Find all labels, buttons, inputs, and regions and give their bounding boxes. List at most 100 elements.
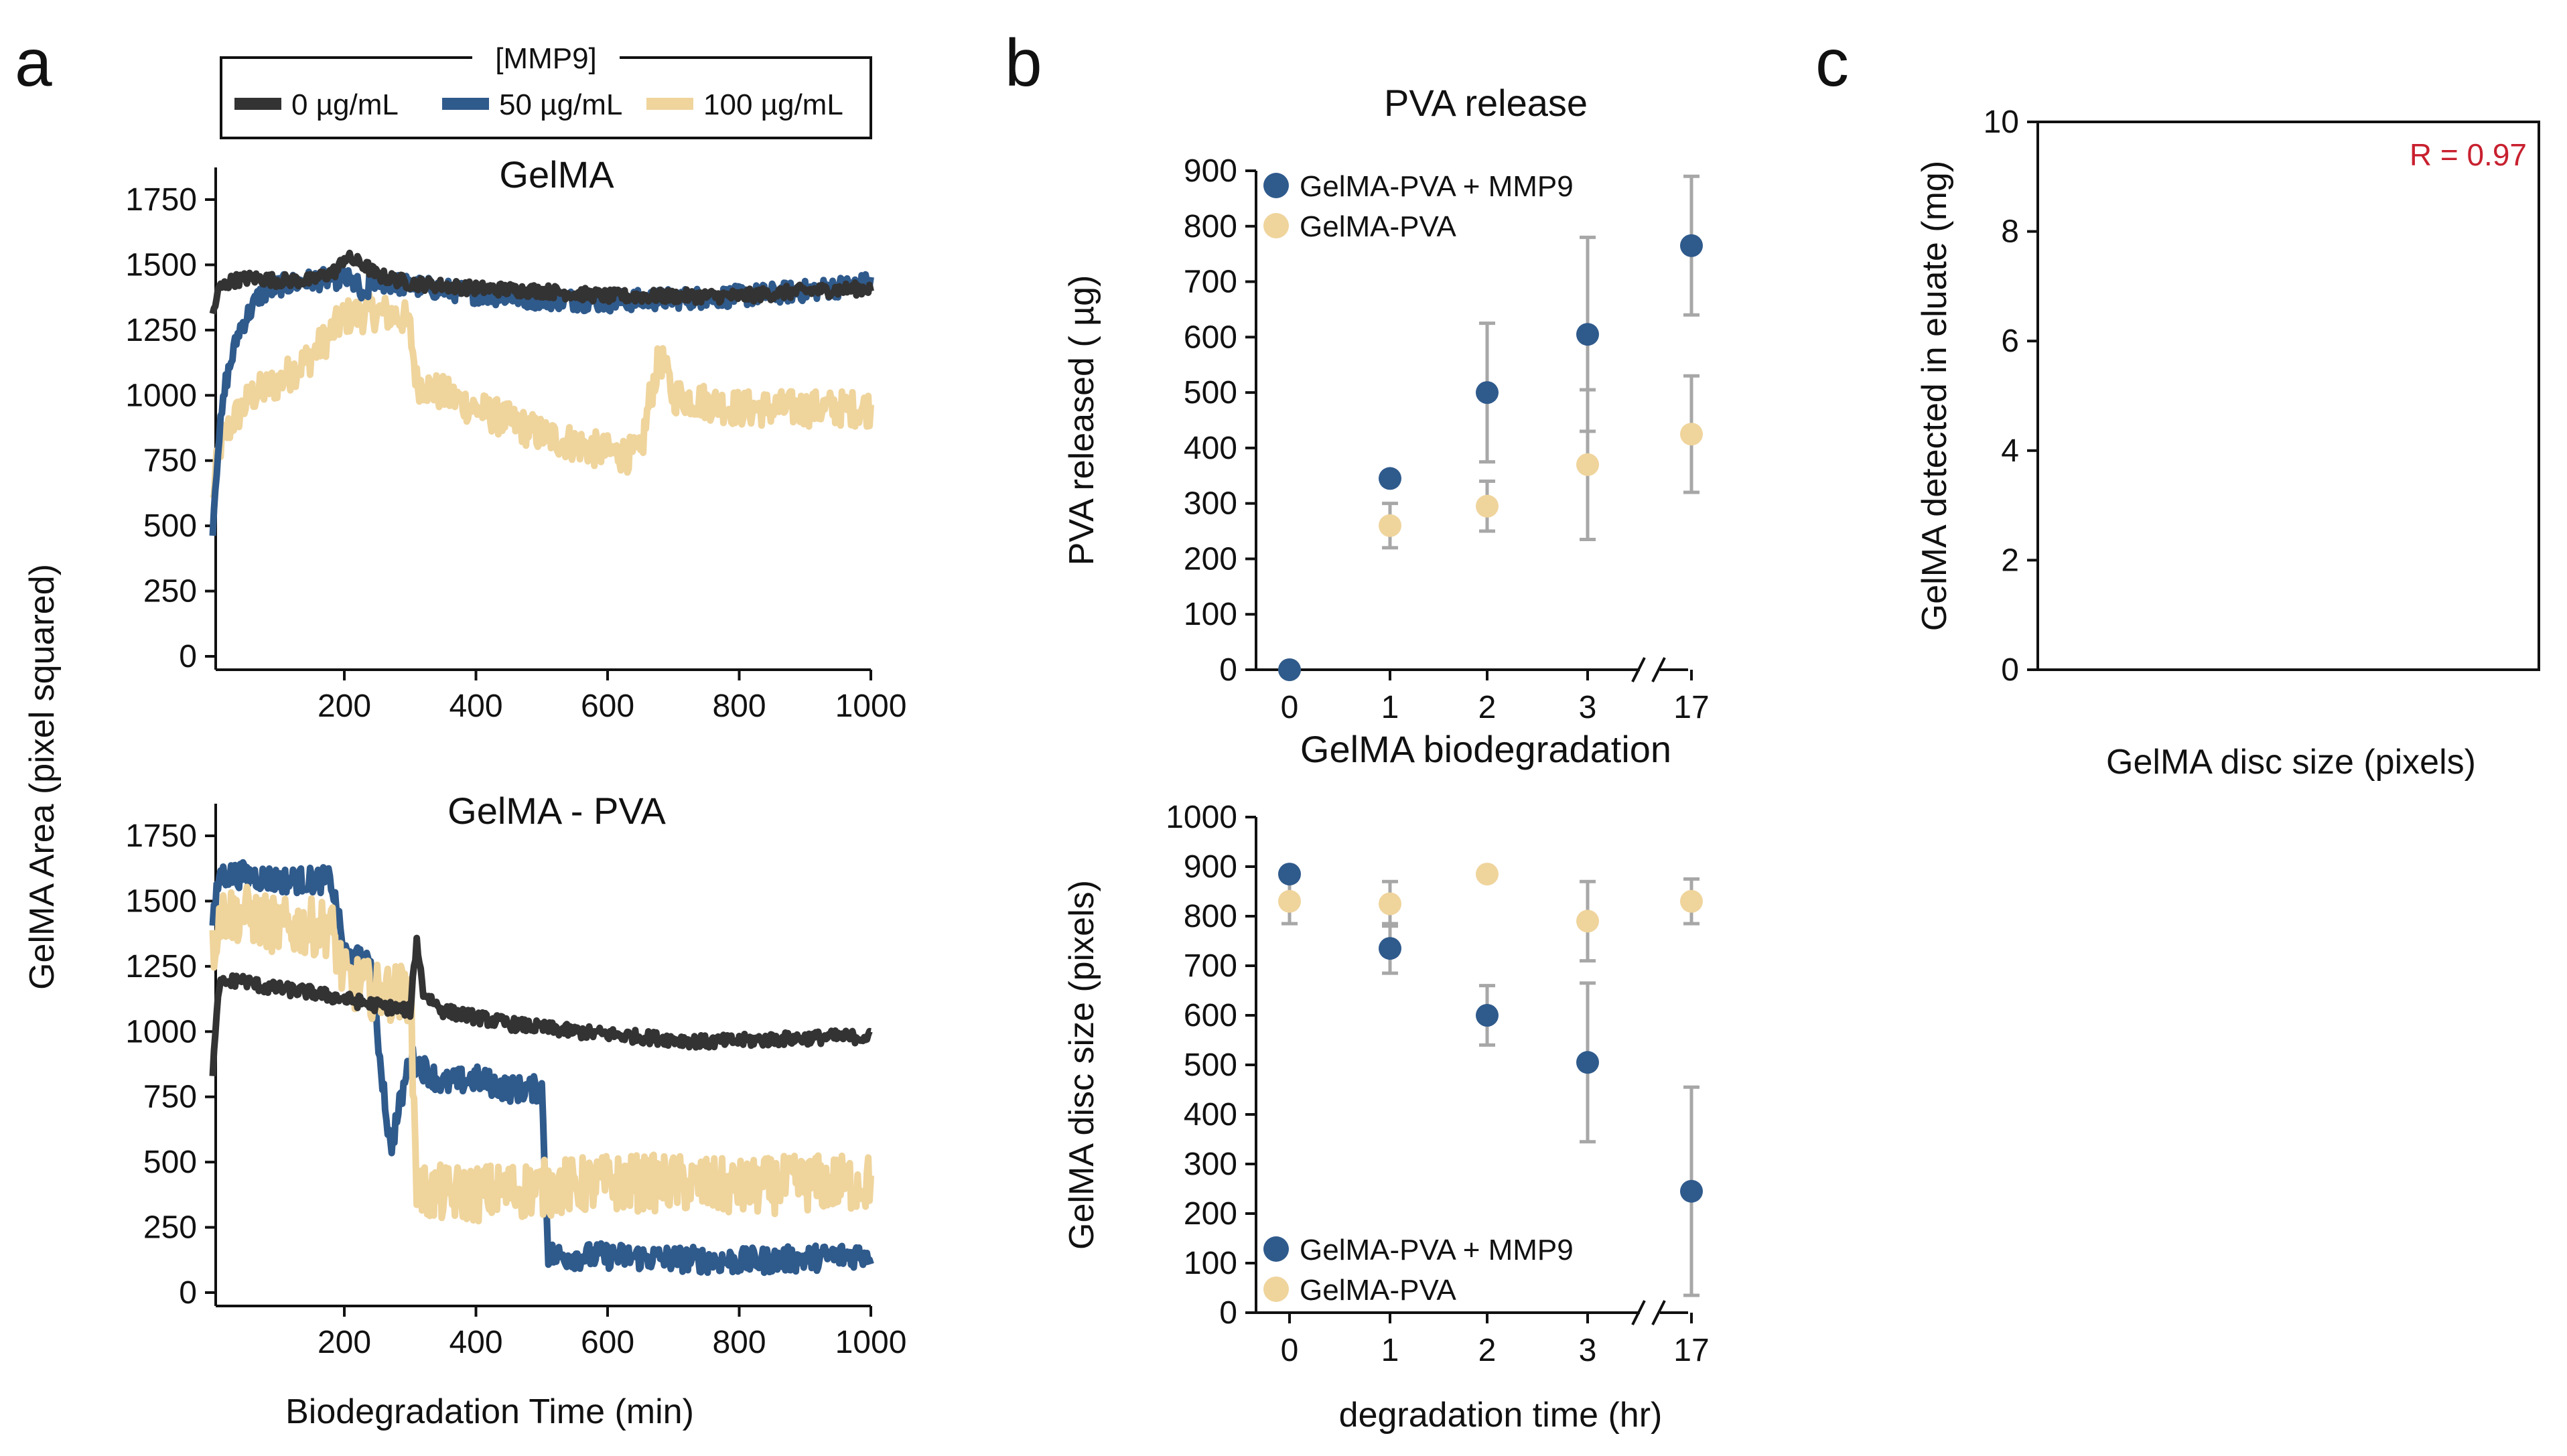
y-tick-label: 800 [1184, 209, 1237, 244]
y-tick-label: 0 [179, 1275, 197, 1311]
chart-title: GelMA - PVA [447, 790, 666, 832]
x-tick-label: 3 [1579, 1333, 1597, 1368]
data-point-pva-3 [1576, 909, 1599, 933]
chart-b-bottom: GelMA biodegradation 0 100 200 300 400 500 600 7… [1062, 728, 1710, 1435]
y-tick-label: 750 [143, 443, 197, 479]
data-point-mmp9-17 [1680, 1179, 1703, 1203]
x-tick-label: 400 [449, 688, 502, 724]
x-tick-label: 3 [1579, 690, 1597, 725]
data-point-pva-1 [1379, 892, 1401, 916]
legend-item: GelMA-PVA + MMP9 [1300, 170, 1574, 203]
chart-c: 02468100100200300400500600700R = 0.97Gel… [1915, 104, 2540, 782]
y-tick-label: 700 [1184, 265, 1237, 300]
x-tick-label: 1000 [835, 688, 907, 724]
x-tick-label: 2 [1478, 690, 1497, 725]
x-axis-label: degradation time (hr) [1339, 1396, 1663, 1435]
y-tick-label: 1000 [125, 1014, 197, 1049]
y-tick-label: 500 [143, 1145, 197, 1180]
data-point-pva-17 [1680, 889, 1703, 913]
data-point-pva-2 [1476, 863, 1499, 886]
y-tick-label: 800 [1184, 899, 1237, 934]
legend-marker-1 [1263, 1277, 1289, 1302]
y-tick-label: 500 [143, 508, 197, 544]
x-tick-label: 0 [1281, 690, 1299, 725]
axis-break-mark [1631, 657, 1646, 682]
x-tick-label: 1 [1381, 690, 1399, 725]
y-tick-label: 600 [1184, 319, 1237, 355]
y-tick-label: 300 [1184, 1147, 1237, 1182]
x-tick-label: 800 [712, 688, 766, 724]
y-tick-label: 900 [1184, 849, 1237, 885]
y-tick-label: 400 [1184, 431, 1237, 466]
y-tick-label: 6 [2001, 323, 2019, 359]
axis-break-mark [1631, 1300, 1646, 1325]
y-tick-label: 300 [1184, 486, 1237, 522]
legend-a-item-1: 50 µg/mL [499, 88, 622, 121]
y-tick-label: 2 [2001, 542, 2019, 578]
data-point-pva-2 [1476, 494, 1499, 518]
y-tick-label: 250 [143, 574, 197, 609]
series-line-50gmL [209, 265, 874, 536]
y-tick-label: 0 [1219, 1295, 1237, 1331]
series-line-0gmL [209, 249, 874, 315]
y-axis-label: PVA released ( µg) [1062, 275, 1101, 566]
y-tick-label: 1750 [125, 182, 197, 218]
legend-item: GelMA-PVA [1300, 1274, 1457, 1307]
y-tick-label: 200 [1184, 541, 1237, 577]
y-tick-label: 1500 [125, 247, 197, 283]
legend-marker-0 [1263, 173, 1289, 198]
legend-a-item-0: 0 µg/mL [291, 88, 399, 121]
y-tick-label: 10 [1984, 104, 2019, 140]
data-point-mmp9-1 [1379, 937, 1401, 960]
x-tick-label: 1000 [835, 1325, 907, 1360]
data-point-mmp9-3 [1576, 323, 1599, 346]
y-tick-label: 1250 [125, 313, 197, 348]
y-tick-label: 1500 [125, 883, 197, 919]
y-tick-label: 1750 [125, 818, 197, 854]
y-tick-label: 600 [1184, 998, 1237, 1033]
x-tick-label: 2 [1478, 1333, 1497, 1368]
data-point-mmp9-0 [1278, 863, 1301, 886]
legend-a-title: [MMP9] [495, 42, 597, 75]
y-tick-label: 500 [1184, 375, 1237, 411]
legend-item: GelMA-PVA [1300, 210, 1457, 243]
data-point-mmp9-17 [1680, 234, 1703, 257]
x-tick-label: 17 [1673, 1333, 1709, 1368]
y-tick-label: 0 [1219, 652, 1237, 688]
x-tick-label: 200 [318, 688, 371, 724]
data-point-mmp9-2 [1476, 381, 1499, 405]
chart-title: GelMA [499, 153, 614, 196]
panel-letter-b: b [1005, 25, 1042, 100]
legend-a-item-2: 100 µg/mL [703, 88, 843, 121]
y-tick-label: 750 [143, 1080, 197, 1115]
data-point-mmp9-3 [1576, 1051, 1599, 1074]
data-point-pva-3 [1576, 453, 1599, 476]
legend-marker-1 [1263, 213, 1289, 238]
panel-letter-a: a [15, 25, 52, 100]
series-line-100gmL [209, 883, 874, 1225]
x-tick-label: 400 [449, 1325, 502, 1360]
x-tick-label: 200 [318, 1325, 371, 1360]
panel-letter-c: c [1815, 25, 1849, 100]
x-tick-label: 600 [581, 1325, 634, 1360]
data-point-pva-1 [1379, 514, 1401, 537]
y-tick-label: 100 [1184, 597, 1237, 632]
chart-title: GelMA biodegradation [1300, 728, 1671, 770]
data-point-mmp9-0 [1278, 658, 1301, 681]
y-tick-label: 700 [1184, 948, 1237, 984]
series-line-50gmL [209, 859, 874, 1277]
data-point-mmp9-1 [1379, 467, 1401, 490]
y-axis-label: GelMA disc size (pixels) [1062, 880, 1101, 1250]
y-tick-label: 250 [143, 1210, 197, 1246]
legend-marker-0 [1263, 1236, 1289, 1262]
chart-b-top: PVA release 0 100 200 300 400 500 600 700 800 900 0… [1062, 82, 1710, 725]
y-axis-label: GelMA Area (pixel squared) [23, 564, 62, 990]
y-tick-label: 400 [1184, 1097, 1237, 1133]
chart-a-bottom: GelMA - PVA 0 250 500 750 1000 1250 1500 1750 200… [125, 790, 906, 1431]
r-annotation: R = 0.97 [2410, 137, 2527, 172]
x-axis-label: GelMA disc size (pixels) [2106, 743, 2476, 782]
x-tick-label: 800 [712, 1325, 766, 1360]
legend-a: [MMP9] 0 µg/mL 50 µg/mL 100 µg/mL [220, 42, 872, 139]
series-line-0gmL [209, 934, 873, 1076]
